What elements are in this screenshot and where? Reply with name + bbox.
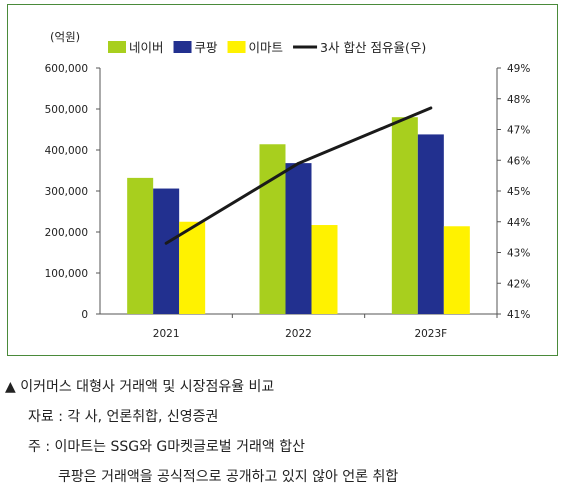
bar-쿠팡-2021 [153,188,180,314]
right-tick-label: 47% [507,125,530,137]
bar-쿠팡-2022 [285,163,312,314]
bar-이마트-2022 [311,225,338,314]
x-tick-label: 2023F [414,328,447,340]
bar-쿠팡-2023F [417,134,444,314]
legend-swatch-이마트 [227,41,246,53]
right-tick-label: 48% [507,94,530,106]
caption-note-1: 주 : 이마트는 SSG와 G마켓글로벌 거래액 합산 [28,439,305,455]
caption-source: 자료 : 각 사, 언론취합, 신영증권 [28,409,219,425]
right-tick-label: 43% [507,248,530,260]
right-tick-label: 45% [507,186,530,198]
right-tick-label: 49% [507,63,530,75]
line-3사 합산 점유율(우) [164,106,433,245]
right-tick-label: 41% [507,309,530,321]
left-tick-label: 100,000 [45,268,88,280]
legend-label-네이버: 네이버 [129,40,164,55]
x-tick-label: 2022 [285,328,312,340]
caption-note-2: 쿠팡은 거래액을 공식적으로 공개하고 있지 않아 언론 취합 [58,469,399,485]
bar-네이버-2023F [391,117,418,314]
legend-swatch-쿠팡 [173,41,192,53]
legend-swatch-네이버 [108,41,126,53]
left-tick-label: 400,000 [45,145,88,157]
left-tick-label: 600,000 [45,63,88,75]
chart-svg: (억원) 0 100,000 200,000 300,000 400,000 500,000… [45,30,531,340]
left-tick-label: 200,000 [45,227,88,239]
bar-이마트-2023F [443,226,470,314]
left-tick-label: 500,000 [45,104,88,116]
chart-frame: (억원) 0 100,000 200,000 300,000 400,000 500,000… [7,4,558,356]
right-tick-label: 46% [507,155,530,167]
bar-이마트-2021 [179,221,206,314]
bar-네이버-2022 [259,144,286,314]
left-tick-label: 0 [81,309,88,321]
bar-네이버-2021 [127,177,154,314]
caption-title: ▲ 이커머스 대형사 거래액 및 시장점유율 비교 [5,379,275,395]
legend-label-이마트: 이마트 [249,40,284,55]
legend-label-쿠팡: 쿠팡 [195,40,219,55]
unit-label: (억원) [50,30,80,44]
right-tick-label: 44% [507,217,530,229]
legend-label-3사 합산 점유율(우): 3사 합산 점유율(우) [320,40,426,55]
left-tick-label: 300,000 [45,186,88,198]
right-tick-label: 42% [507,278,530,290]
x-tick-label: 2021 [153,328,180,340]
